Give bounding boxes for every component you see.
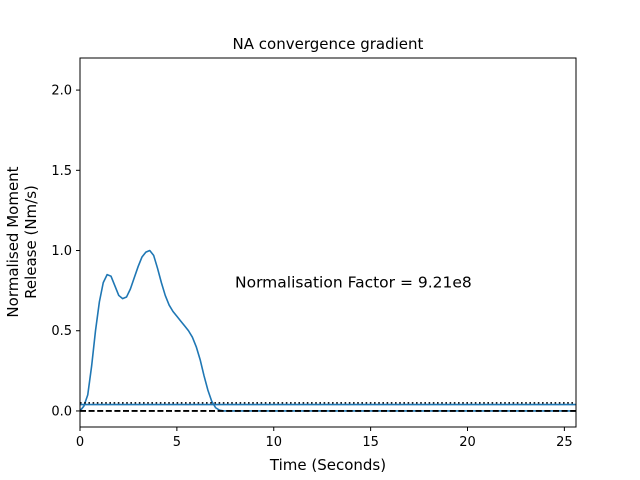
x-tick-label: 0 bbox=[76, 435, 84, 450]
x-tick-label: 15 bbox=[362, 435, 379, 450]
plot-area bbox=[79, 57, 577, 428]
x-tick-label: 10 bbox=[265, 435, 282, 450]
y-tick-label: 0.5 bbox=[51, 324, 72, 339]
y-axis-label-line-1: Normalised Moment bbox=[4, 166, 22, 317]
y-tick-label: 0.0 bbox=[51, 404, 72, 419]
x-axis-ticks: 0 5 10 15 20 25 bbox=[76, 427, 573, 450]
normalisation-factor-annotation: Normalisation Factor = 9.21e8 bbox=[235, 274, 472, 292]
y-axis-label: Normalised Moment Release (Nm/s) bbox=[4, 166, 40, 317]
y-tick-label: 2.0 bbox=[51, 84, 72, 99]
x-tick-label: 25 bbox=[556, 435, 573, 450]
plot-frame bbox=[79, 57, 577, 428]
x-tick-label: 5 bbox=[173, 435, 181, 450]
y-tick-label: 1.5 bbox=[51, 164, 72, 179]
series-group bbox=[80, 249, 576, 412]
x-tick-label: 20 bbox=[459, 435, 476, 450]
y-axis-label-line-2: Release (Nm/s) bbox=[22, 185, 40, 299]
x-axis-label: Time (Seconds) bbox=[269, 456, 386, 474]
y-tick-label: 1.0 bbox=[51, 244, 72, 259]
chart-title: NA convergence gradient bbox=[233, 35, 424, 53]
y-axis-ticks: 0.0 0.5 1.0 1.5 2.0 bbox=[51, 84, 80, 419]
